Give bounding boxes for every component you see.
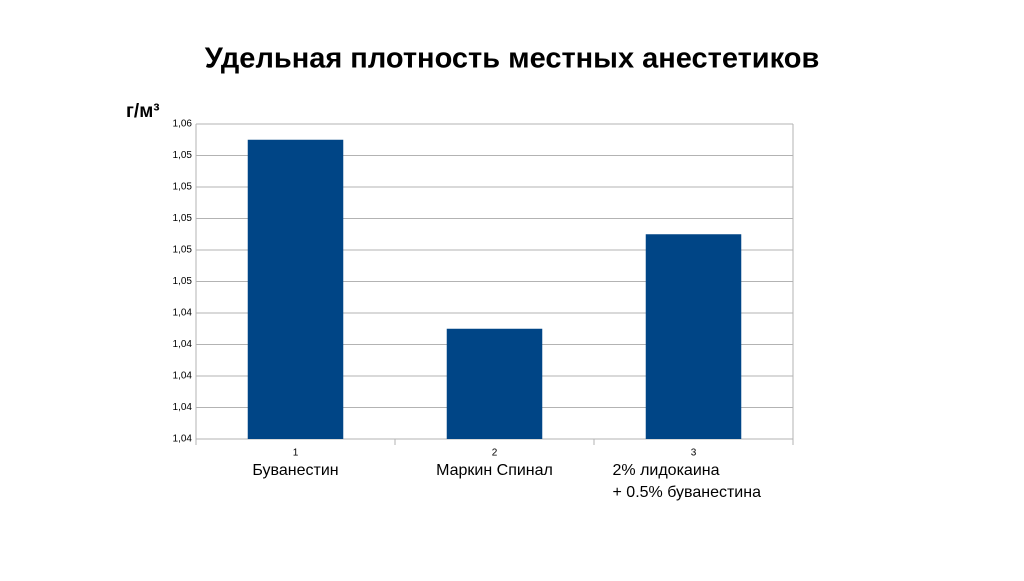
chart-title: Удельная плотность местных анестетиков (205, 43, 820, 75)
y-tick-label: 1,05 (173, 276, 193, 287)
category-name: + 0.5% буванестина (613, 484, 762, 501)
bar (446, 328, 543, 439)
y-tick-label: 1,06 (173, 119, 193, 130)
y-tick-label: 1,05 (173, 245, 193, 256)
y-tick-label: 1,04 (173, 339, 193, 350)
y-unit: г/м³ (126, 101, 160, 122)
bar (645, 234, 742, 439)
x-tick-label: 2 (492, 448, 498, 459)
category-name: 2% лидокаина (613, 462, 720, 479)
category-name: Маркин Спинал (436, 462, 553, 479)
y-tick-label: 1,04 (173, 308, 193, 319)
y-tick-label: 1,04 (173, 371, 193, 382)
x-tick-label: 1 (293, 448, 299, 459)
y-tick-label: 1,05 (173, 182, 193, 193)
x-tick-label: 3 (691, 448, 697, 459)
y-tick-label: 1,04 (173, 402, 193, 413)
y-tick-label: 1,05 (173, 150, 193, 161)
y-tick-label: 1,05 (173, 213, 193, 224)
category-name: Буванестин (252, 462, 338, 479)
bar (247, 139, 344, 439)
y-tick-label: 1,04 (173, 434, 193, 445)
